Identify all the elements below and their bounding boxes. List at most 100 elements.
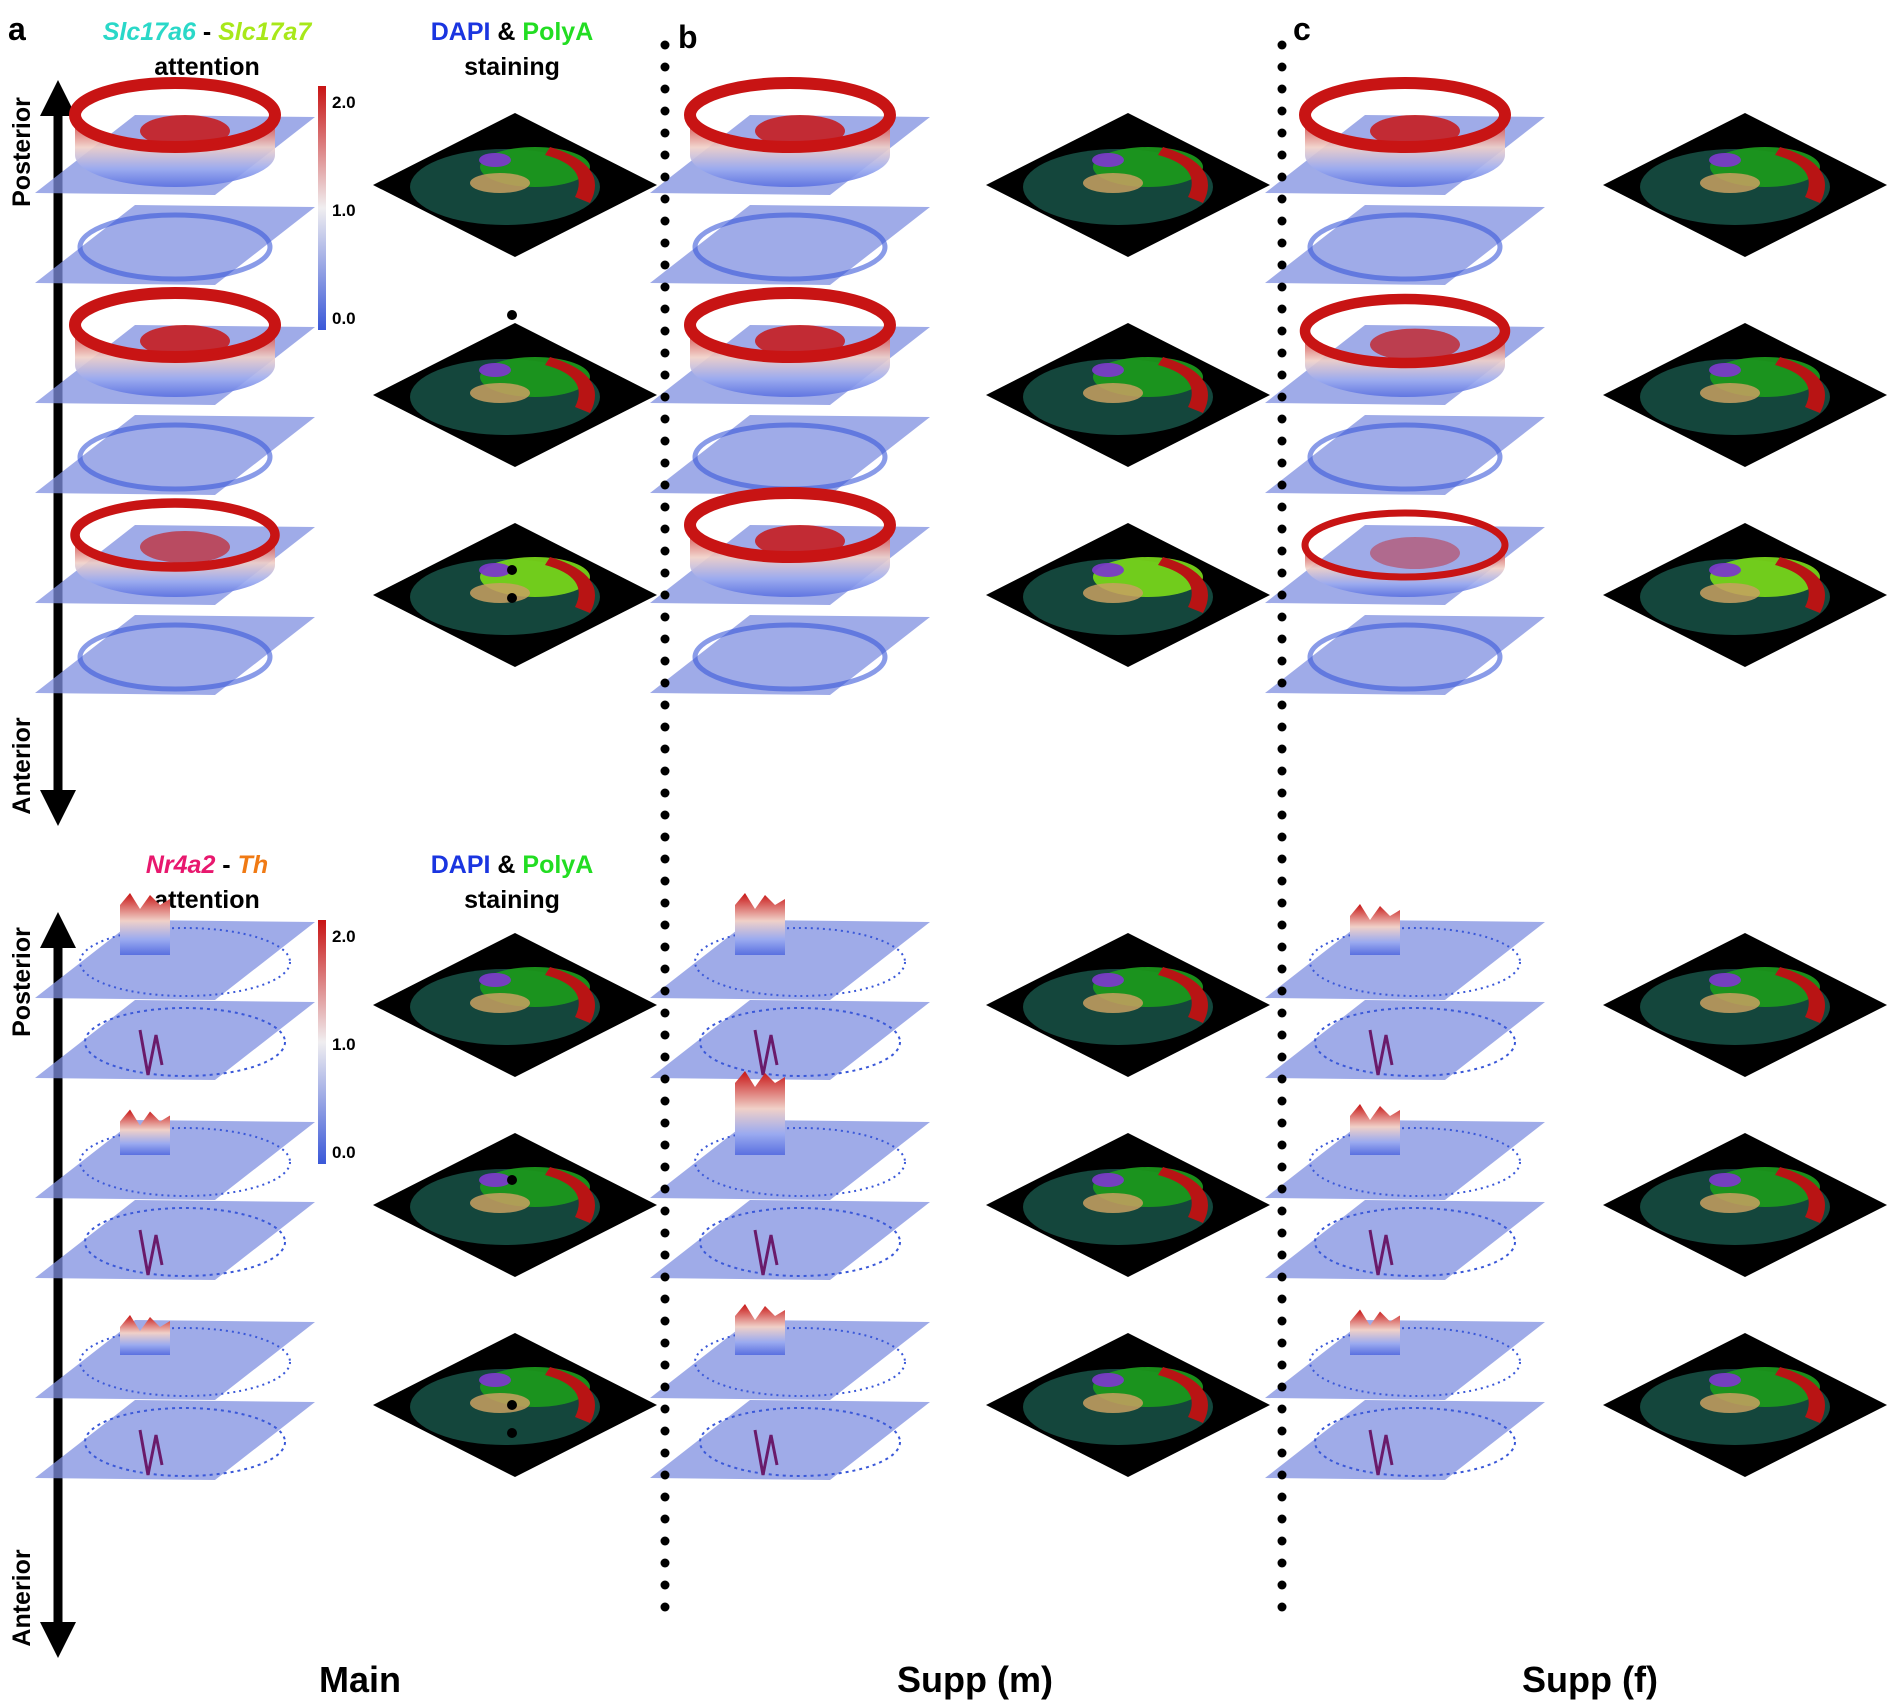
separator-dot <box>660 898 670 908</box>
attention-plane-lower <box>1265 1000 1545 1080</box>
separator-dot <box>660 1184 670 1194</box>
separator-dot <box>660 568 670 578</box>
separator-dot <box>1277 1294 1287 1304</box>
attention-peak-center <box>140 115 230 147</box>
region-purple <box>479 153 511 167</box>
attention-stack-set1-col2-row1 <box>650 77 930 285</box>
separator-dot <box>660 392 670 402</box>
separator-dot <box>1277 216 1287 226</box>
staining-set2-col3-row1 <box>1603 933 1887 1077</box>
axis-top-label-2: Posterior <box>8 927 36 1037</box>
attention-stack-set2-col1-row3 <box>35 1315 315 1480</box>
attention-peak-rim <box>69 287 281 363</box>
attention-spike-lower <box>753 1029 779 1076</box>
region-red <box>545 1367 595 1423</box>
attention-ring-upper <box>79 927 291 997</box>
region-red <box>545 147 595 203</box>
separator-dot <box>1277 810 1287 820</box>
attention-plane-upper <box>35 920 315 1000</box>
separator-dot <box>1277 172 1287 182</box>
panel-label-c: c <box>1293 11 1311 47</box>
region-tan <box>1700 993 1760 1013</box>
separator-dot <box>1277 854 1287 864</box>
attention-peak-rim <box>684 487 896 563</box>
separator-dot <box>1277 106 1287 116</box>
separator-dot <box>1277 700 1287 710</box>
polya-label: PolyA <box>522 18 593 46</box>
staining-set2-col2-row1 <box>986 933 1270 1077</box>
separator-dot <box>1277 238 1287 248</box>
separator-dot <box>1277 1074 1287 1084</box>
staining-set1-col2-row2 <box>986 323 1270 467</box>
separator-dot <box>660 128 670 138</box>
separator-dot <box>1277 1580 1287 1590</box>
separator-dot <box>1277 964 1287 974</box>
separator-dot <box>660 700 670 710</box>
separator-dot <box>660 1338 670 1348</box>
separator-dot <box>660 1360 670 1370</box>
staining-1-subtitle: staining <box>464 53 560 81</box>
separator-dot <box>1277 458 1287 468</box>
attention-plane-lower <box>35 1200 315 1280</box>
separator-dot <box>660 1602 670 1612</box>
staining-set1-col2-row3 <box>986 523 1270 667</box>
region-tan <box>1700 1393 1760 1413</box>
region-purple <box>479 973 511 987</box>
separator-dot <box>1277 1250 1287 1260</box>
separator-dot <box>1277 524 1287 534</box>
separator-dot <box>660 282 670 292</box>
attention-spike-lower <box>753 1429 779 1476</box>
separator-dot <box>660 1118 670 1128</box>
attention-stack-set2-col3-row1 <box>1265 904 1545 1080</box>
separator-dot <box>660 1316 670 1326</box>
separator-dot <box>660 678 670 688</box>
region-tan <box>1700 583 1760 603</box>
separator-dot <box>1277 370 1287 380</box>
separator-dot <box>1277 744 1287 754</box>
attention-plane-lower <box>1265 1200 1545 1280</box>
attention-stack-set1-col1-row1 <box>35 77 315 285</box>
attention-spike-lower <box>1368 1429 1394 1476</box>
attention-peak-rim <box>684 77 896 153</box>
separator-dot <box>660 590 670 600</box>
gene-b-label: Slc17a7 <box>218 18 312 46</box>
separator-dot <box>1277 260 1287 270</box>
region-tan <box>470 1393 530 1413</box>
region-purple <box>1709 153 1741 167</box>
attention-peak-center <box>1370 537 1460 569</box>
attention-plane-upper <box>35 1120 315 1200</box>
separator-dot <box>1277 304 1287 314</box>
region-red <box>1775 147 1825 203</box>
separator-dot <box>1277 612 1287 622</box>
region-purple <box>1092 363 1124 377</box>
ellipsis-dot <box>507 1175 517 1185</box>
attention-ring-upper <box>694 1127 906 1197</box>
colorbar-1-tick-mid: 1.0 <box>332 201 356 220</box>
region-purple <box>1709 1173 1741 1187</box>
separator-dot <box>660 150 670 160</box>
separator-dot <box>660 1140 670 1150</box>
attention-spike-lower <box>753 1229 779 1276</box>
attention-plane-upper <box>650 920 930 1000</box>
attention-ring-lower <box>1307 622 1503 692</box>
separator-dot <box>660 1228 670 1238</box>
attention-stack-set1-col2-row2 <box>650 287 930 495</box>
gene-separator-2: - <box>215 851 237 879</box>
attention-spike-lower <box>138 1229 164 1276</box>
region-tan <box>1083 583 1143 603</box>
region-tan <box>1700 173 1760 193</box>
attention-stack-set1-col3-row2 <box>1265 293 1545 495</box>
attention-ring-lower <box>77 212 273 282</box>
ellipsis-dot <box>507 1428 517 1438</box>
separator-dot <box>660 172 670 182</box>
separator-dot <box>660 634 670 644</box>
region-purple <box>479 1173 511 1187</box>
gene-pair-1-title: Slc17a6 - Slc17a7 <box>103 18 313 46</box>
separator-dot <box>660 480 670 490</box>
ellipsis-dot <box>507 1400 517 1410</box>
attention-peak-center <box>1370 328 1460 361</box>
separator-dot <box>1277 282 1287 292</box>
separator-dot <box>660 832 670 842</box>
separator-dot <box>1277 414 1287 424</box>
separator-dot <box>1277 1140 1287 1150</box>
